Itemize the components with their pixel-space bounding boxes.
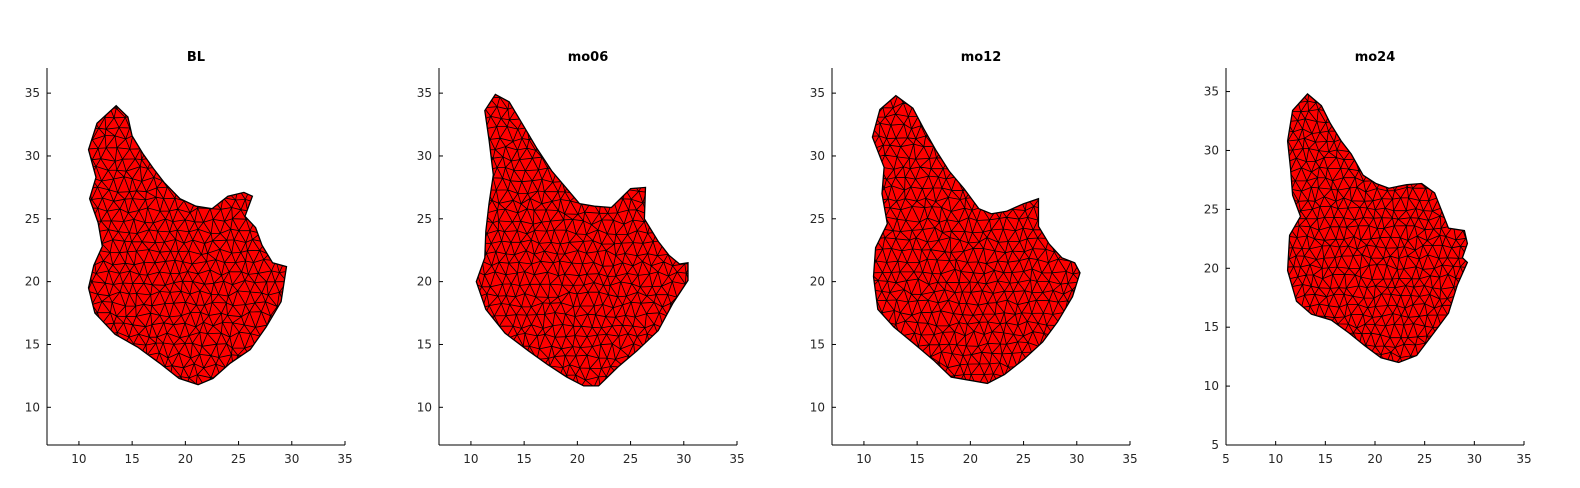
y-tick-label: 25 [25, 212, 40, 226]
x-tick-label: 35 [729, 452, 744, 466]
y-tick-label: 10 [1204, 379, 1219, 393]
mesh-outline [871, 94, 1081, 385]
x-tick-label: 30 [1467, 452, 1482, 466]
y-tick-label: 25 [417, 212, 432, 226]
y-tick-label: 30 [1204, 143, 1219, 157]
x-tick-label: 20 [963, 452, 978, 466]
x-tick-label: 30 [676, 452, 691, 466]
subplot-title: BL [187, 50, 205, 65]
x-tick-label: 30 [284, 452, 299, 466]
x-tick-label: 35 [1516, 452, 1531, 466]
subplot-title: mo24 [1355, 50, 1396, 65]
y-tick-label: 35 [810, 86, 825, 100]
x-tick-label: 35 [337, 452, 352, 466]
subplot-1: mo06 10 15 20 25 30 35 10 15 20 25 30 35 [417, 50, 745, 466]
y-tick-label: 10 [810, 400, 825, 414]
y-tick-label: 15 [25, 337, 40, 351]
x-tick-label: 30 [1069, 452, 1084, 466]
mesh-surface [88, 105, 287, 385]
y-tick-label: 35 [417, 86, 432, 100]
y-tick-label: 10 [25, 400, 40, 414]
y-tick-label: 15 [417, 337, 432, 351]
x-tick-label: 5 [1222, 452, 1230, 466]
mesh-outline [1286, 92, 1469, 364]
y-tick-label: 35 [1204, 85, 1219, 99]
y-tick-label: 20 [25, 275, 40, 289]
x-tick-label: 15 [517, 452, 532, 466]
y-tick-label: 20 [1204, 261, 1219, 275]
y-tick-label: 10 [417, 400, 432, 414]
subplot-0: BL 10 15 20 25 30 35 10 15 20 25 30 35 [25, 50, 353, 466]
x-tick-label: 10 [1268, 452, 1283, 466]
y-tick-label: 30 [810, 149, 825, 163]
x-tick-label: 15 [1318, 452, 1333, 466]
x-tick-label: 20 [178, 452, 193, 466]
x-tick-label: 15 [910, 452, 925, 466]
x-tick-label: 25 [623, 452, 638, 466]
x-tick-label: 10 [463, 452, 478, 466]
subplot-title: mo12 [961, 50, 1002, 65]
y-tick-label: 25 [1204, 202, 1219, 216]
x-tick-label: 20 [1367, 452, 1382, 466]
mesh-outline [87, 104, 288, 386]
y-tick-label: 5 [1211, 438, 1219, 452]
x-tick-label: 25 [1417, 452, 1432, 466]
x-tick-label: 20 [570, 452, 585, 466]
subplot-3: mo24 5 10 15 20 25 30 35 5 10 15 20 25 30 35 [1204, 50, 1532, 466]
x-tick-label: 15 [125, 452, 140, 466]
mesh-outline [475, 93, 689, 387]
subplot-title: mo06 [568, 50, 609, 65]
y-tick-label: 30 [417, 149, 432, 163]
y-tick-label: 35 [25, 86, 40, 100]
subplot-2: mo12 10 15 20 25 30 35 10 15 20 25 30 35 [810, 50, 1138, 466]
x-tick-label: 25 [231, 452, 246, 466]
x-tick-label: 25 [1016, 452, 1031, 466]
y-tick-label: 15 [810, 337, 825, 351]
y-tick-label: 15 [1204, 320, 1219, 334]
y-tick-label: 20 [417, 275, 432, 289]
x-tick-label: 35 [1122, 452, 1137, 466]
x-tick-label: 10 [71, 452, 86, 466]
y-tick-label: 20 [810, 275, 825, 289]
y-tick-label: 25 [810, 212, 825, 226]
y-tick-label: 30 [25, 149, 40, 163]
x-tick-label: 10 [856, 452, 871, 466]
